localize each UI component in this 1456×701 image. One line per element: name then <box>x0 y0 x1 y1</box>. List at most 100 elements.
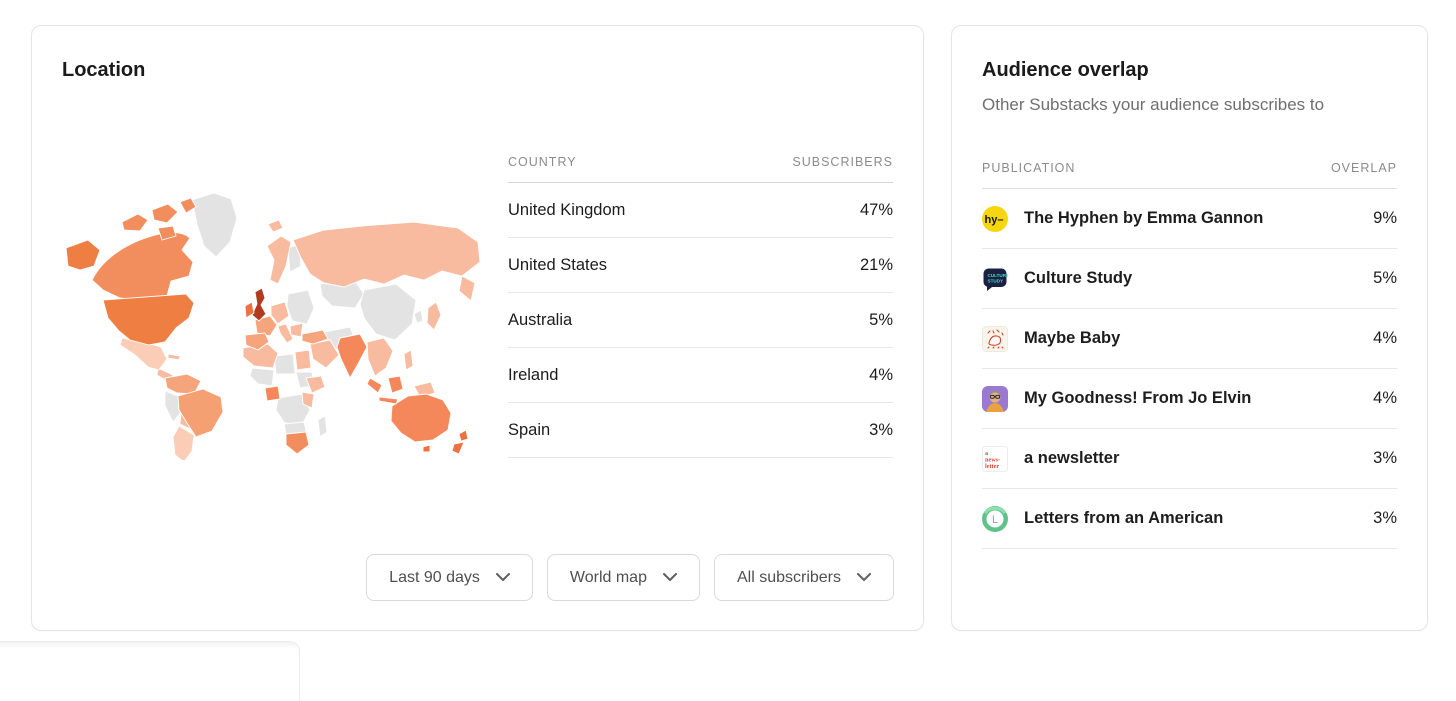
country-name: Ireland <box>508 365 559 384</box>
overlap-percent: 3% <box>1373 449 1397 467</box>
map-region-new-zealand-north[interactable] <box>458 429 469 442</box>
chevron-down-icon <box>662 573 677 581</box>
map-region-turkey[interactable] <box>301 329 329 345</box>
map-region-iberia[interactable] <box>244 332 270 351</box>
table-row: Ireland 4% <box>508 348 893 403</box>
map-region-java[interactable] <box>378 396 399 405</box>
map-region-madagascar[interactable] <box>317 415 328 438</box>
map-region-arctic-island-1[interactable] <box>121 213 149 232</box>
map-region-great-britain[interactable] <box>251 287 267 322</box>
map-region-brazil[interactable] <box>177 388 224 438</box>
map-region-south-africa[interactable] <box>285 431 310 455</box>
map-region-southeast-asia[interactable] <box>366 337 394 377</box>
map-region-greenland[interactable] <box>191 192 238 258</box>
map-regions-soft <box>164 315 329 395</box>
overlap-percent: 5% <box>1373 269 1397 287</box>
table-row: United Kingdom 47% <box>508 183 893 238</box>
map-region-saudi-arabia[interactable] <box>309 339 340 369</box>
maybe-baby-logo-icon <box>982 325 1008 352</box>
map-region-balkans[interactable] <box>289 322 304 338</box>
map-regions-pale <box>119 337 195 463</box>
jo-elvin-logo-icon <box>982 385 1008 412</box>
publication-name: Culture Study <box>1024 269 1133 287</box>
svg-text:news-: news- <box>985 456 1000 463</box>
svg-text:a: a <box>985 450 988 457</box>
map-region-arctic-island-2[interactable] <box>151 203 179 224</box>
map-region-new-guinea[interactable] <box>413 381 436 398</box>
world-map[interactable] <box>62 184 482 463</box>
map-region-canada[interactable] <box>91 232 194 303</box>
map-region-sumatra[interactable] <box>366 377 383 394</box>
publication-name: a newsletter <box>1024 449 1120 467</box>
map-region-india[interactable] <box>336 333 368 379</box>
map-region-france[interactable] <box>254 315 278 337</box>
map-region-scandinavia[interactable] <box>266 235 292 285</box>
map-region-new-zealand-south[interactable] <box>451 441 465 455</box>
map-region-tasmania[interactable] <box>422 444 431 453</box>
chevron-down-icon <box>495 573 510 581</box>
country-name: Australia <box>508 310 573 329</box>
map-region-nigeria[interactable] <box>264 385 281 402</box>
partial-card-below <box>0 641 300 701</box>
map-view-dropdown[interactable]: World map <box>546 554 700 601</box>
publication-row[interactable]: a news- letter a newsletter 3% <box>982 429 1397 489</box>
country-name: United States <box>508 255 608 274</box>
map-region-horn-of-africa[interactable] <box>305 375 326 394</box>
map-region-argentina[interactable] <box>172 425 195 463</box>
audience-overlap-card: Audience overlap Other Substacks your au… <box>951 25 1428 631</box>
date-range-label: Last 90 days <box>389 568 480 586</box>
date-range-dropdown[interactable]: Last 90 days <box>366 554 533 601</box>
column-header-overlap: OVERLAP <box>1330 161 1397 175</box>
svg-text:hy–: hy– <box>985 214 1004 226</box>
map-region-caribbean[interactable] <box>167 353 181 361</box>
map-region-japan[interactable] <box>426 301 442 331</box>
overlap-subtitle: Other Substacks your audience subscribes… <box>982 95 1325 114</box>
map-regions-medium <box>91 197 310 455</box>
map-region-arctic-island-4[interactable] <box>179 197 197 214</box>
map-region-borneo[interactable] <box>387 375 404 394</box>
map-region-peru[interactable] <box>164 390 182 423</box>
a-newsletter-logo-icon: a news- letter <box>982 445 1008 472</box>
map-region-italy[interactable] <box>277 323 294 344</box>
map-region-northwest-africa[interactable] <box>242 343 279 369</box>
country-table: COUNTRY SUBSCRIBERS United Kingdom 47% U… <box>508 82 893 465</box>
map-region-central-europe[interactable] <box>270 301 290 325</box>
map-region-east-africa[interactable] <box>301 391 315 409</box>
table-row: Australia 5% <box>508 293 893 348</box>
map-region-usa[interactable] <box>102 293 195 346</box>
map-region-philippines[interactable] <box>403 349 414 371</box>
publication-row[interactable]: L Letters from an American 3% <box>982 489 1397 549</box>
map-region-egypt[interactable] <box>294 349 312 371</box>
map-region-australia[interactable] <box>390 393 452 443</box>
map-region-russia-far-east[interactable] <box>458 275 476 302</box>
map-regions-uk <box>251 287 267 322</box>
country-percent: 47% <box>859 200 893 219</box>
column-header-publication: PUBLICATION <box>982 161 1076 175</box>
svg-text:STUDY: STUDY <box>988 278 1004 283</box>
publication-row[interactable]: My Goodness! From Jo Elvin 4% <box>982 369 1397 429</box>
overlap-percent: 9% <box>1373 209 1397 227</box>
publication-row[interactable]: CULTURE STUDY Culture Study 5% <box>982 249 1397 309</box>
subscriber-type-dropdown[interactable]: All subscribers <box>713 554 894 601</box>
overlap-percent: 4% <box>1373 389 1397 407</box>
map-region-korea[interactable] <box>413 309 424 324</box>
map-region-alaska[interactable] <box>65 239 101 271</box>
country-percent: 4% <box>869 365 893 384</box>
map-region-russia[interactable] <box>292 221 481 288</box>
map-region-arctic-island-3[interactable] <box>157 225 177 241</box>
map-region-china[interactable] <box>359 283 417 341</box>
location-filters: Last 90 days World map All subscribers <box>366 554 894 601</box>
map-region-west-africa[interactable] <box>249 367 275 387</box>
map-region-ireland[interactable] <box>244 301 255 319</box>
map-region-libya[interactable] <box>273 353 296 375</box>
location-card: Location <box>31 25 924 631</box>
publication-row[interactable]: hy– The Hyphen by Emma Gannon 9% <box>982 189 1397 249</box>
country-name: United Kingdom <box>508 200 626 219</box>
map-region-iceland[interactable] <box>267 219 284 233</box>
map-regions-ireland-shade <box>244 301 469 455</box>
the-hyphen-logo-icon: hy– <box>982 205 1008 232</box>
publication-row[interactable]: Maybe Baby 4% <box>982 309 1397 369</box>
map-region-eastern-europe[interactable] <box>286 289 315 325</box>
country-percent: 3% <box>869 420 893 439</box>
column-header-subscribers: SUBSCRIBERS <box>792 155 893 169</box>
